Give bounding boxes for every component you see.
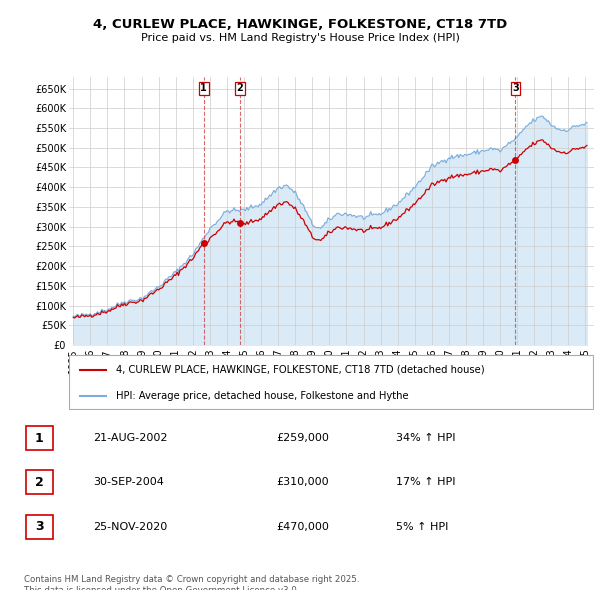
Text: 21-AUG-2002: 21-AUG-2002 bbox=[93, 433, 167, 443]
Text: 25-NOV-2020: 25-NOV-2020 bbox=[93, 522, 167, 532]
Text: 4, CURLEW PLACE, HAWKINGE, FOLKESTONE, CT18 7TD (detached house): 4, CURLEW PLACE, HAWKINGE, FOLKESTONE, C… bbox=[116, 365, 485, 375]
FancyBboxPatch shape bbox=[69, 355, 593, 409]
Text: HPI: Average price, detached house, Folkestone and Hythe: HPI: Average price, detached house, Folk… bbox=[116, 391, 409, 401]
FancyBboxPatch shape bbox=[25, 514, 53, 539]
Text: 1: 1 bbox=[35, 431, 43, 445]
FancyBboxPatch shape bbox=[25, 470, 53, 494]
Text: Contains HM Land Registry data © Crown copyright and database right 2025.
This d: Contains HM Land Registry data © Crown c… bbox=[24, 575, 359, 590]
Text: 2: 2 bbox=[236, 83, 243, 93]
Text: 3: 3 bbox=[35, 520, 43, 533]
Text: 5% ↑ HPI: 5% ↑ HPI bbox=[396, 522, 448, 532]
Text: 3: 3 bbox=[512, 83, 519, 93]
Text: 2: 2 bbox=[35, 476, 43, 489]
Text: 34% ↑ HPI: 34% ↑ HPI bbox=[396, 433, 455, 443]
Text: 17% ↑ HPI: 17% ↑ HPI bbox=[396, 477, 455, 487]
Text: Price paid vs. HM Land Registry's House Price Index (HPI): Price paid vs. HM Land Registry's House … bbox=[140, 34, 460, 43]
FancyBboxPatch shape bbox=[25, 426, 53, 450]
Text: £259,000: £259,000 bbox=[276, 433, 329, 443]
Text: £310,000: £310,000 bbox=[276, 477, 329, 487]
Text: £470,000: £470,000 bbox=[276, 522, 329, 532]
Text: 4, CURLEW PLACE, HAWKINGE, FOLKESTONE, CT18 7TD: 4, CURLEW PLACE, HAWKINGE, FOLKESTONE, C… bbox=[93, 18, 507, 31]
Text: 1: 1 bbox=[200, 83, 207, 93]
Text: 30-SEP-2004: 30-SEP-2004 bbox=[93, 477, 164, 487]
